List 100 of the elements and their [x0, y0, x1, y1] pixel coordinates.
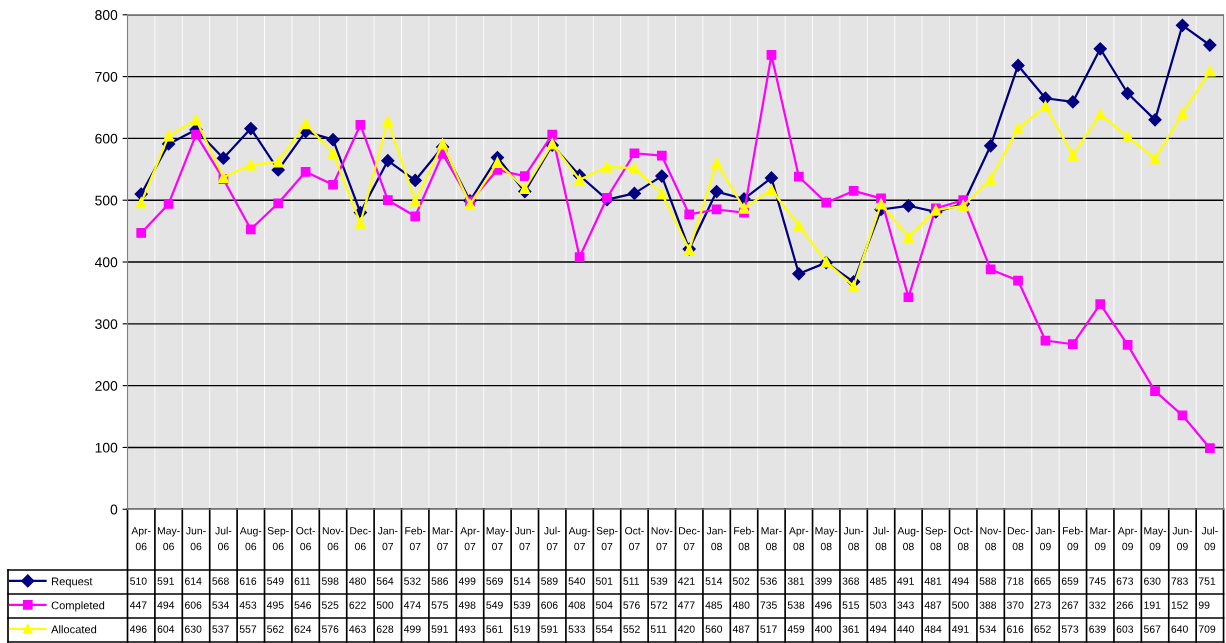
data-label: 611	[294, 577, 311, 585]
x-tick-label: Jun-06	[186, 527, 206, 551]
data-label: 370	[1006, 601, 1024, 609]
data-label: 628	[376, 625, 394, 633]
data-label: 639	[1089, 625, 1106, 633]
data-label: 502	[732, 577, 750, 585]
data-label: 500	[376, 601, 394, 609]
data-label: 499	[403, 625, 421, 633]
data-label: 622	[349, 601, 366, 609]
data-label: 573	[1061, 625, 1079, 633]
data-label: 567	[1143, 625, 1161, 633]
data-label: 447	[129, 601, 147, 609]
x-tick-label: Nov-06	[322, 527, 344, 551]
data-label: 572	[650, 601, 668, 609]
data-label: 459	[787, 625, 805, 633]
x-tick-label: Mar-08	[761, 527, 782, 551]
x-tick-label: May-07	[486, 527, 509, 551]
data-label: 718	[1007, 577, 1024, 585]
data-label: 481	[924, 577, 942, 585]
data-label: 591	[431, 625, 448, 633]
data-label: 477	[677, 601, 695, 609]
x-tick-label: Mar-09	[1090, 527, 1111, 551]
data-label: 751	[1198, 577, 1216, 585]
legend-label: Request	[52, 577, 93, 588]
x-tick-label: Dec-08	[1007, 527, 1029, 551]
data-label: 532	[404, 577, 421, 585]
data-label: 534	[212, 601, 229, 609]
data-label: 519	[513, 625, 531, 633]
data-label: 604	[157, 625, 175, 633]
data-label: 533	[568, 625, 586, 633]
data-label: 491	[897, 577, 914, 585]
data-label: 368	[842, 577, 860, 585]
data-label: 591	[157, 577, 174, 585]
data-label: 606	[185, 601, 202, 609]
data-label: 381	[787, 577, 805, 585]
data-label: 485	[869, 577, 887, 585]
data-label: 554	[595, 625, 613, 633]
data-label: 606	[541, 601, 558, 609]
data-label: 562	[267, 625, 284, 633]
data-label: 511	[650, 625, 667, 633]
x-tick-label: Oct-07	[625, 527, 644, 551]
data-label: 510	[130, 577, 147, 585]
data-label: 399	[815, 577, 832, 585]
data-label: 480	[732, 601, 750, 609]
data-label: 494	[951, 577, 969, 585]
x-tick-label: Sep-07	[596, 527, 618, 551]
x-tick-label: Oct-08	[953, 527, 973, 551]
data-label: 361	[842, 625, 859, 633]
data-label: 514	[705, 577, 723, 585]
data-label: 630	[1144, 577, 1161, 585]
data-label: 191	[1144, 601, 1161, 609]
data-label: 665	[1034, 577, 1051, 585]
data-label: 598	[321, 577, 339, 585]
x-tick-label: Nov-08	[980, 527, 1002, 551]
data-label: 453	[239, 601, 257, 609]
data-label: 495	[266, 601, 284, 609]
data-label: 343	[897, 601, 914, 609]
data-label: 421	[677, 577, 695, 585]
data-label: 499	[458, 577, 476, 585]
data-label: 496	[814, 601, 832, 609]
x-tick-label: Mar-07	[432, 527, 453, 551]
legend-label: Completed	[51, 601, 105, 612]
data-label: 332	[1089, 601, 1106, 609]
data-label: 538	[787, 601, 805, 609]
data-label: 494	[157, 601, 175, 609]
x-tick-label: Aug-08	[897, 527, 919, 551]
x-tick-label: May-08	[815, 527, 838, 551]
data-label: 652	[1034, 625, 1051, 633]
data-label: 603	[1116, 625, 1134, 633]
x-tick-label: Jul-06	[215, 526, 232, 551]
x-tick-label: Jan-07	[377, 527, 398, 551]
data-label: 569	[486, 577, 503, 585]
data-label: 400	[814, 625, 832, 633]
data-label: 420	[677, 625, 695, 633]
y-tick-label: 500	[95, 195, 118, 206]
data-label: 440	[897, 625, 914, 633]
data-label: 546	[294, 601, 312, 609]
data-label: 503	[869, 601, 887, 609]
x-tick-label: Sep-06	[267, 527, 289, 551]
data-label: 624	[294, 625, 312, 633]
x-tick-label: Jan-09	[1035, 527, 1056, 551]
data-label: 266	[1116, 601, 1134, 609]
x-tick-label: Jun-07	[514, 527, 535, 551]
x-tick-label: Dec-06	[350, 527, 371, 551]
x-tick-label: Aug-06	[239, 527, 262, 551]
x-tick-label: Nov-07	[651, 527, 673, 551]
data-label: 517	[760, 625, 777, 633]
x-tick-label: Feb-07	[405, 526, 426, 551]
data-label: 659	[1061, 577, 1079, 585]
y-tick-label: 700	[95, 71, 118, 82]
x-tick-label: Dec-07	[679, 527, 700, 551]
data-label: 515	[842, 601, 860, 609]
data-label: 630	[185, 625, 202, 633]
x-tick-label: May-09	[1144, 527, 1167, 551]
x-tick-label: Apr-08	[789, 527, 809, 551]
x-tick-label: Sep-08	[925, 527, 947, 551]
data-label: 498	[458, 601, 476, 609]
data-label: 480	[349, 577, 366, 585]
x-tick-label: Jul-07	[543, 526, 561, 551]
data-label: 591	[541, 625, 558, 633]
